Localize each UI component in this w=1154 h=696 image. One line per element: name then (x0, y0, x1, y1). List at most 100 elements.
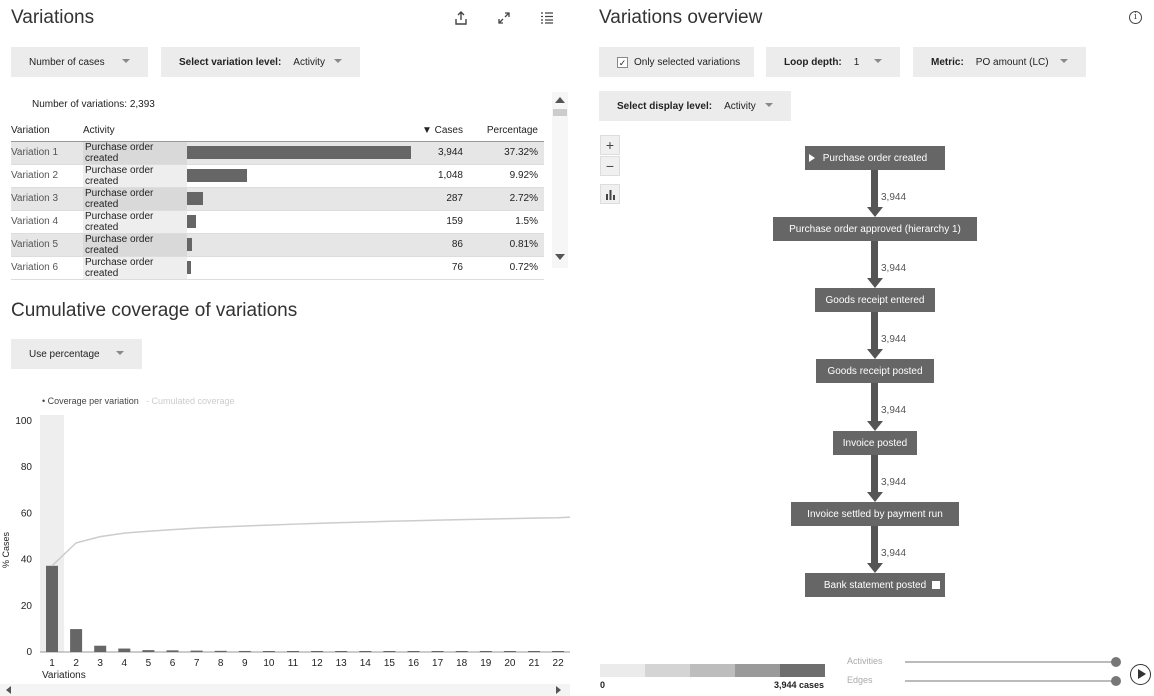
case-legend-gradient (600, 664, 825, 677)
edges-slider-label: Edges (847, 675, 873, 685)
info-icon[interactable]: i (1129, 11, 1142, 24)
process-node[interactable]: Goods receipt posted (816, 359, 934, 383)
col-cases[interactable]: ▼ Cases (413, 120, 473, 142)
y-tick-label: 60 (21, 508, 33, 519)
coverage-bar (94, 645, 107, 652)
only-selected-toggle[interactable]: ✓ Only selected variations (599, 47, 754, 77)
coverage-bar (142, 650, 155, 652)
display-level-value: Activity (724, 100, 756, 112)
start-icon (809, 154, 815, 162)
x-tick-label: 4 (122, 658, 128, 669)
bar-chart-icon[interactable] (600, 184, 620, 204)
process-edge[interactable] (871, 383, 878, 421)
col-percentage[interactable]: Percentage (473, 120, 544, 142)
process-node[interactable]: Purchase order approved (hierarchy 1) (773, 217, 977, 241)
process-edge[interactable] (871, 526, 878, 563)
table-row[interactable]: Variation 1 Purchase order created 3,944 37… (11, 141, 544, 165)
coverage-bar (383, 651, 396, 652)
scroll-left-icon[interactable] (6, 686, 11, 694)
activities-slider-handle[interactable] (1111, 657, 1121, 667)
process-edge[interactable] (871, 241, 878, 278)
zoom-in-button[interactable]: + (600, 135, 620, 155)
process-node[interactable]: Bank statement posted (805, 573, 945, 597)
coverage-bar (431, 651, 444, 652)
process-node-label: Invoice posted (842, 437, 908, 449)
coverage-bar (118, 648, 131, 652)
x-tick-label: 21 (528, 658, 540, 669)
x-tick-label: 20 (504, 658, 516, 669)
variation-activity: Purchase order created (83, 210, 187, 234)
scroll-right-icon[interactable] (556, 686, 561, 694)
process-edge[interactable] (871, 170, 878, 207)
variation-bar (187, 169, 247, 182)
process-node[interactable]: Goods receipt entered (815, 288, 935, 312)
metric-selector-dropdown[interactable]: Metric: PO amount (LC) (913, 47, 1086, 77)
legend-min: 0 (600, 680, 606, 690)
metric-dropdown[interactable]: Number of cases (11, 47, 148, 77)
edges-slider-track[interactable] (905, 680, 1117, 682)
process-node-label: Goods receipt posted (827, 365, 923, 377)
variation-name: Variation 6 (11, 256, 83, 280)
x-tick-label: 5 (146, 658, 152, 669)
expand-icon[interactable] (493, 7, 515, 29)
coverage-bar (455, 651, 468, 652)
variation-cases: 287 (413, 187, 473, 211)
loop-depth-dropdown[interactable]: Loop depth: 1 (766, 47, 900, 77)
legend-max: 3,944 cases (774, 680, 825, 690)
edge-label: 3,944 (881, 192, 907, 203)
col-activity[interactable]: Activity (83, 120, 413, 142)
coverage-bar (287, 651, 299, 652)
table-row[interactable]: Variation 5 Purchase order created 86 0.81% (11, 233, 544, 257)
x-tick-label: 2 (73, 658, 79, 669)
table-row[interactable]: Variation 6 Purchase order created 76 0.72% (11, 256, 544, 280)
process-node[interactable]: Purchase order created (805, 146, 945, 170)
variation-percentage: 2.72% (473, 187, 544, 211)
coverage-mode-dropdown[interactable]: Use percentage (11, 339, 142, 369)
process-node[interactable]: Invoice settled by payment run (791, 502, 959, 526)
variation-name: Variation 2 (11, 164, 83, 188)
col-variation[interactable]: Variation (11, 120, 83, 142)
process-edge[interactable] (871, 312, 878, 349)
variation-activity: Purchase order created (83, 256, 187, 280)
coverage-bar (262, 651, 275, 652)
activities-slider-track[interactable] (905, 661, 1117, 663)
process-edge[interactable] (871, 455, 878, 492)
x-tick-label: 16 (408, 658, 420, 669)
variation-name: Variation 5 (11, 233, 83, 257)
process-node-label: Invoice settled by payment run (807, 508, 943, 520)
chart-scrollbar[interactable] (0, 684, 570, 696)
x-tick-label: 22 (553, 658, 565, 669)
scroll-thumb[interactable] (553, 109, 567, 116)
play-button[interactable] (1130, 664, 1151, 685)
list-view-icon[interactable] (536, 7, 558, 29)
edges-slider-handle[interactable] (1111, 676, 1121, 686)
scroll-down-icon[interactable] (555, 254, 565, 260)
coverage-bar (311, 651, 324, 652)
variation-level-dropdown[interactable]: Select variation level: Activity (161, 47, 360, 77)
only-selected-checkbox[interactable]: ✓ (617, 56, 628, 68)
y-tick-label: 20 (21, 601, 33, 612)
play-icon (1138, 669, 1146, 679)
scroll-up-icon[interactable] (555, 97, 565, 103)
display-level-dropdown[interactable]: Select display level: Activity (599, 91, 791, 121)
arrowhead-icon (867, 421, 883, 431)
table-scrollbar[interactable] (552, 92, 568, 268)
table-row[interactable]: Variation 4 Purchase order created 159 1.5% (11, 210, 544, 234)
process-node[interactable]: Invoice posted (833, 431, 917, 455)
table-row[interactable]: Variation 3 Purchase order created 287 2.72… (11, 187, 544, 211)
zoom-out-button[interactable]: − (600, 156, 620, 176)
y-tick-label: 40 (21, 555, 33, 566)
coverage-bar (359, 651, 372, 652)
variations-table: Variation Activity ▼ Cases Percentage Va… (11, 120, 544, 280)
variation-percentage: 1.5% (473, 210, 544, 234)
table-row[interactable]: Variation 2 Purchase order created 1,048 9.… (11, 164, 544, 188)
x-tick-label: 3 (97, 658, 103, 669)
metric-dropdown-value: Number of cases (29, 56, 105, 68)
variation-bar (187, 215, 196, 228)
variation-bar-cell (187, 187, 413, 211)
share-icon[interactable] (450, 7, 472, 29)
end-icon (932, 581, 940, 589)
variation-bar (187, 146, 411, 159)
legend-cumulated-coverage: - Cumulated coverage (146, 396, 235, 406)
metric-value: PO amount (LC) (975, 56, 1049, 68)
